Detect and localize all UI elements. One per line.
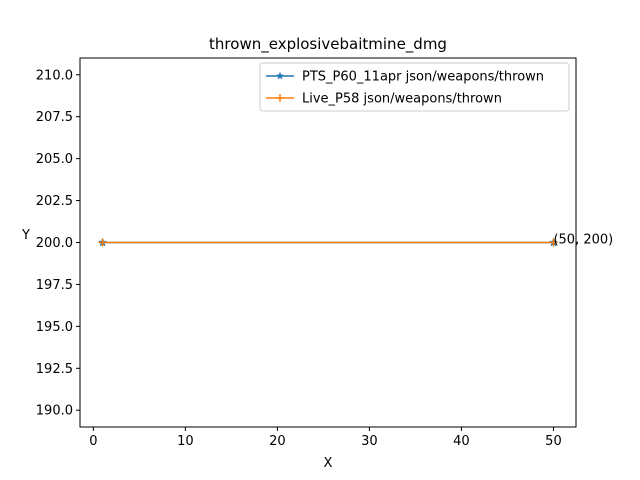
point-annotation: (50, 200) [553, 233, 613, 248]
y-tick-label: 197.5 [36, 278, 73, 293]
data-point-plus [549, 238, 558, 247]
x-tick-label: 30 [361, 434, 378, 449]
legend-label-2: Live_P58 json/weapons/thrown [302, 92, 502, 107]
x-tick-label: 10 [177, 434, 194, 449]
y-tick-label: 195.0 [36, 320, 73, 335]
legend-marker-star [276, 71, 284, 80]
y-tick-label: 190.0 [36, 404, 73, 419]
x-tick-label: 20 [269, 434, 286, 449]
data-point-plus [98, 238, 107, 247]
y-tick-label: 192.5 [36, 362, 73, 377]
x-tick-label: 40 [453, 434, 470, 449]
y-tick-label: 207.5 [36, 110, 73, 125]
y-axis-label: Y [21, 228, 30, 243]
plot-area: (50, 200) 0 10 20 30 40 50 190.0 192.5 195.0 197.5… [36, 57, 613, 449]
y-tick-label: 205.0 [36, 152, 73, 167]
y-tick-label: 200.0 [36, 236, 73, 251]
legend-label-1: PTS_P60_11apr json/weapons/thrown [302, 70, 544, 85]
y-tick-label: 202.5 [36, 194, 73, 209]
legend-box [259, 62, 570, 112]
x-tick-label: 0 [89, 434, 97, 449]
chart-title: thrown_explosivebaitmine_dmg [209, 35, 447, 54]
y-tick-label: 210.0 [36, 68, 73, 83]
x-tick-label: 50 [545, 434, 562, 449]
legend: PTS_P60_11apr json/weapons/thrown Live_P5… [259, 62, 570, 112]
x-axis-label: X [324, 456, 333, 471]
